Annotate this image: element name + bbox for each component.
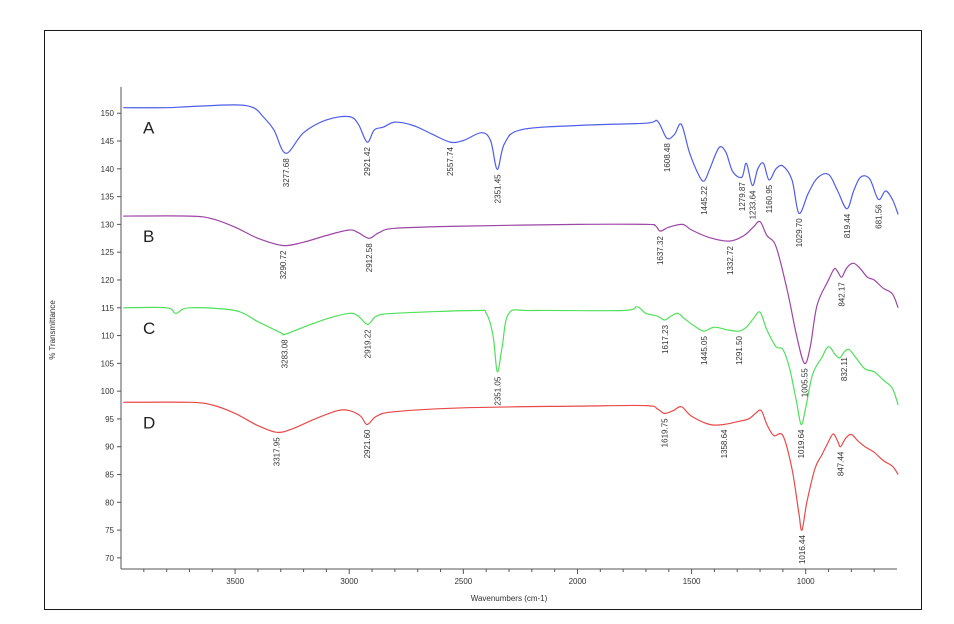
y-axis-title: % Transmittance [48,300,57,360]
x-tick-label: 1500 [683,577,701,586]
peak-label-a: 1445.22 [700,185,709,214]
y-tick-label: 90 [105,443,114,452]
series-c-label: C [143,319,155,338]
series-d-label: D [143,413,155,432]
series-b-label: B [143,227,154,246]
peak-label-a: 1608.48 [663,143,672,172]
peak-label-d: 1619.75 [660,418,669,447]
peak-label-c: 1291.50 [735,336,744,365]
peak-label-c: 1617.23 [661,324,670,353]
x-axis-title: Wavenumbers (cm-1) [471,594,548,603]
peak-label-c: 3283.08 [281,339,290,368]
peak-label-a: 1160.95 [765,184,774,213]
peak-label-a: 819.44 [843,213,852,238]
y-tick-label: 85 [105,471,114,480]
x-tick-label: 2500 [454,577,472,586]
peak-label-d: 1016.44 [798,535,807,564]
x-tick-label: 3000 [340,577,358,586]
series-d-line [123,401,899,531]
chart-frame: 70 75 80 85 90 95 100 105 110 115 120 125 130 135 140 1… [44,30,922,610]
y-tick-label: 145 [101,137,115,146]
peak-label-b: 1005.55 [800,368,809,397]
peak-label-a: 2351.45 [493,174,502,203]
y-tick-label: 150 [101,109,115,118]
peak-label-a: 2921.42 [363,147,372,176]
peak-label-c: 832.11 [840,357,849,381]
peak-label-a: 681.56 [874,204,883,229]
peak-label-a: 2557.74 [446,147,455,176]
peak-label-c: 2919.22 [364,329,373,358]
series-c-line [123,306,899,426]
series-group [123,104,899,531]
x-tick-label: 3500 [226,577,244,586]
y-tick-label: 125 [101,248,115,257]
peak-label-b: 1332.72 [726,246,735,275]
y-tick-label: 140 [101,165,115,174]
y-tick-label: 130 [101,220,115,229]
axes: 70 75 80 85 90 95 100 105 110 115 120 125 130 135 140 1… [101,87,897,586]
series-a-label: A [143,119,155,138]
peak-label-a: 1279.87 [738,182,747,211]
peak-label-a: 1233.64 [748,190,757,219]
series-b-line [123,215,899,365]
x-tick-label: 2000 [569,577,587,586]
y-tick-label: 110 [101,332,114,341]
peak-label-c: 2351.05 [493,376,502,405]
y-tick-label: 115 [101,304,114,313]
y-tick-label: 95 [105,415,114,424]
y-tick-label: 135 [101,193,115,202]
y-tick-label: 100 [101,387,115,396]
peak-label-b: 842.17 [838,282,847,307]
peak-label-c: 1019.64 [797,429,806,458]
y-tick-label: 75 [105,526,114,535]
peak-label-d: 847.44 [837,451,846,476]
y-tick-label: 105 [101,359,115,368]
peak-label-b: 1637.32 [656,236,665,265]
ftir-spectra-chart: 70 75 80 85 90 95 100 105 110 115 120 125 130 135 140 1… [48,87,899,603]
y-tick-label: 120 [101,276,115,285]
peak-label-d: 3317.95 [273,437,282,466]
series-a-line [123,104,899,215]
x-tick-label: 1000 [797,577,815,586]
peak-label-c: 1445.05 [700,336,709,365]
y-tick-label: 70 [105,554,114,563]
y-tick-label: 80 [105,498,114,507]
peak-label-a: 1029.70 [795,218,804,247]
peak-labels-group: A 3277.68 2921.42 2557.74 2351.45 1608.48 1445… [143,119,883,564]
peak-label-b: 3290.72 [279,250,288,279]
peak-label-d: 2921.60 [363,429,372,458]
peak-label-b: 2912.58 [365,243,374,272]
peak-label-d: 1358.64 [720,429,729,458]
peak-label-a: 3277.68 [282,158,291,187]
